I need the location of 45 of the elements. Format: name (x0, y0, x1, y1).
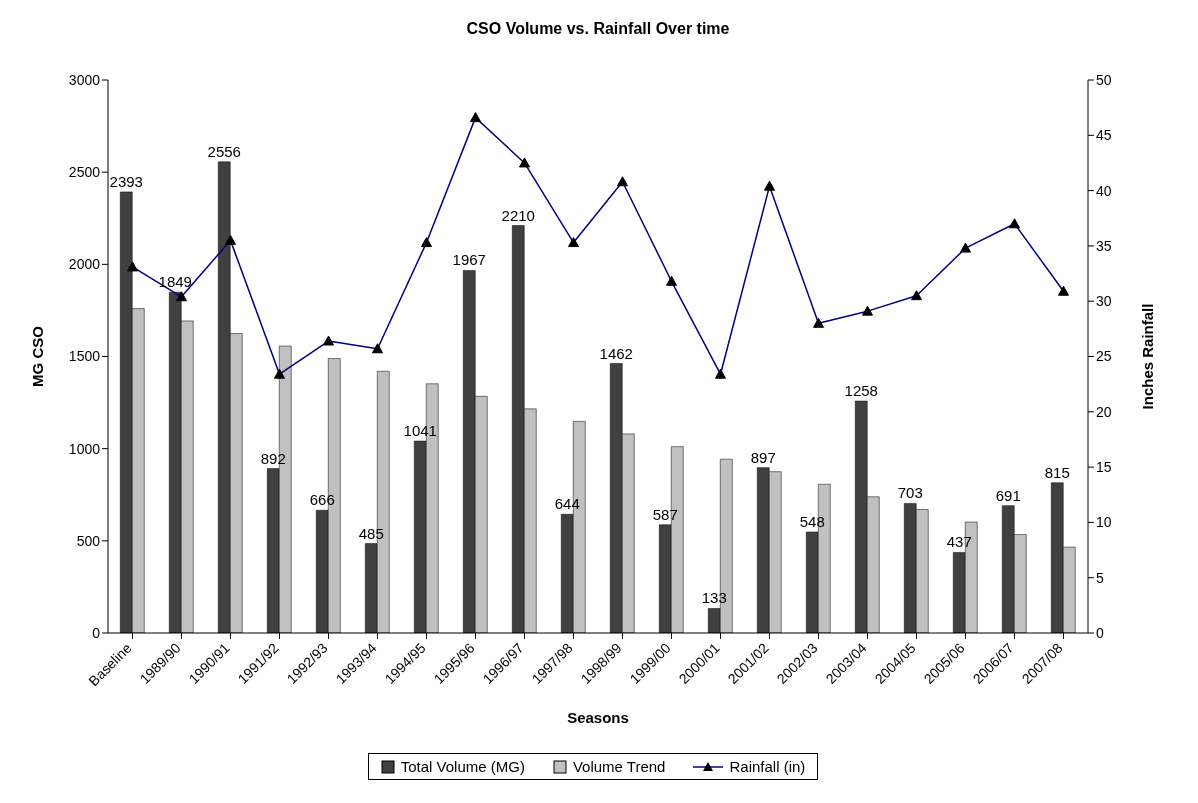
y2-tick-label: 15 (1096, 459, 1112, 476)
data-label: 2210 (501, 206, 535, 224)
y-tick-label: 0 (92, 624, 101, 641)
data-label: 1258 (844, 382, 878, 400)
y2-tick-label: 10 (1096, 514, 1112, 531)
data-label: 815 (1044, 463, 1070, 481)
legend-label: Rainfall (in) (728, 758, 806, 775)
data-label: 703 (897, 484, 923, 502)
data-label: 666 (309, 491, 335, 509)
data-label: 587 (652, 505, 678, 523)
legend-label: Total Volume (MG) (399, 758, 525, 775)
data-label: 1462 (599, 344, 633, 362)
data-label: 1849 (158, 273, 192, 291)
x-axis-title: Seasons (567, 709, 629, 726)
y-tick-label: 2500 (68, 164, 101, 181)
y2-tick-label: 50 (1096, 71, 1112, 88)
y2-tick-label: 25 (1096, 348, 1112, 365)
y2-axis-title: Inches Rainfall (1139, 303, 1157, 410)
y-tick-label: 2000 (68, 256, 101, 273)
data-label: 644 (554, 495, 580, 513)
y-tick-label: 500 (76, 532, 101, 549)
y-tick-label: 1500 (68, 348, 101, 365)
data-label: 897 (750, 448, 776, 466)
data-label: 691 (995, 486, 1021, 504)
y2-tick-label: 30 (1096, 293, 1112, 310)
y2-tick-label: 35 (1096, 237, 1112, 254)
legend-label: Volume Trend (571, 758, 666, 775)
y2-tick-label: 0 (1096, 624, 1104, 641)
y2-tick-label: 5 (1096, 569, 1104, 586)
y-tick-label: 1000 (68, 440, 101, 457)
y2-tick-label: 45 (1096, 127, 1112, 144)
data-label: 548 (799, 512, 825, 530)
data-label: 2393 (109, 172, 143, 190)
data-label: 892 (260, 449, 286, 467)
y2-tick-label: 40 (1096, 182, 1112, 199)
data-label: 2556 (207, 142, 241, 160)
y-tick-label: 3000 (68, 71, 101, 88)
chart-title: CSO Volume vs. Rainfall Over time (465, 20, 731, 39)
y2-tick-label: 20 (1096, 403, 1112, 420)
data-label: 485 (358, 524, 384, 542)
data-label: 1041 (403, 422, 437, 440)
data-label: 437 (946, 533, 972, 551)
y-axis-title: MG CSO (29, 325, 47, 387)
data-label: 133 (701, 589, 727, 607)
data-label: 1967 (452, 251, 486, 269)
